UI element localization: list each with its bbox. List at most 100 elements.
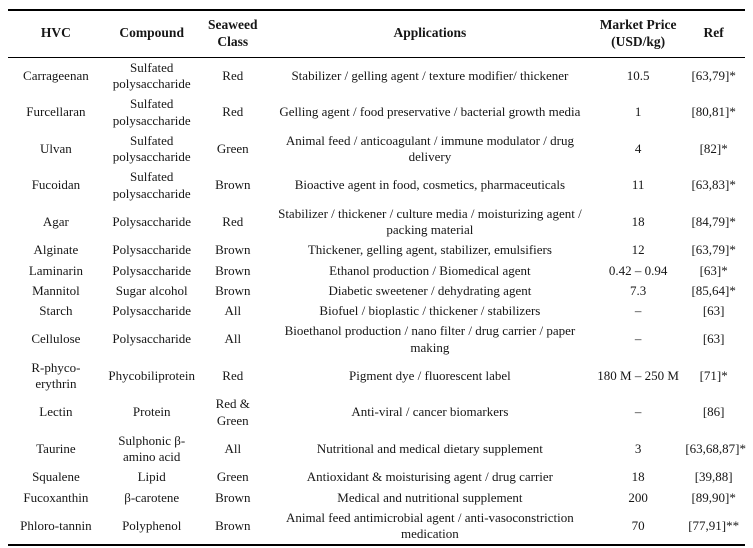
cell-ref: [63]*: [699, 262, 728, 278]
cell-price: 70: [631, 517, 645, 533]
cell-hvc: Ulvan: [40, 140, 72, 156]
cell-applications: Nutritional and medical dietary suppleme…: [316, 440, 543, 456]
col-header-seaweed-class: Seaweed Class: [199, 10, 266, 58]
table-row: Cellulose Polysaccharide All Bioethanol …: [8, 321, 745, 358]
cell-seaweed-class: Green: [216, 469, 249, 485]
table-row: Laminarin Polysaccharide Brown Ethanol p…: [8, 261, 745, 281]
cell-price: 0.42 – 0.94: [608, 262, 668, 278]
cell-hvc: Fucoxanthin: [23, 489, 89, 505]
cell-applications: Animal feed / anticoagulant / immune mod…: [285, 132, 574, 164]
cell-compound: Protein: [132, 404, 171, 420]
cell-ref: [86]: [702, 404, 725, 420]
cell-compound: β-carotene: [124, 489, 180, 505]
cell-applications: Bioactive agent in food, cosmetics, phar…: [294, 177, 566, 193]
table-body: Carrageenan Sulfated polysaccharide Red …: [8, 57, 746, 546]
table-header: HVC Compound Seaweed Class Applications …: [8, 10, 745, 58]
cell-price: 11: [631, 177, 645, 193]
cell-hvc: Laminarin: [28, 262, 83, 278]
cell-applications: Pigment dye / fluorescent label: [349, 367, 511, 383]
col-header-applications: Applications: [265, 10, 594, 58]
col-header-hvc: HVC: [8, 10, 104, 58]
table-row: Carrageenan Sulfated polysaccharide Red …: [8, 57, 745, 94]
cell-seaweed-class: Red: [222, 213, 244, 229]
cell-seaweed-class: Green: [216, 140, 249, 156]
cell-hvc: Taurine: [36, 440, 76, 456]
cell-hvc: Lectin: [39, 404, 73, 420]
cell-ref: [71]*: [699, 367, 728, 383]
cell-applications: Medical and nutritional supplement: [337, 489, 523, 505]
cell-compound: Sulfated polysaccharide: [112, 132, 191, 164]
col-header-ref: Ref: [682, 10, 745, 58]
cell-ref: [85,64]*: [691, 282, 736, 298]
cell-seaweed-class: All: [224, 331, 242, 347]
table-row: Agar Polysaccharide Red Stabilizer / thi…: [8, 204, 745, 241]
table-row: Taurine Sulphonic β-amino acid All Nutri…: [8, 431, 746, 468]
table-row: Ulvan Sulfated polysaccharide Green Anim…: [8, 131, 745, 168]
cell-price: –: [634, 303, 642, 318]
table-row: Phloro-tannin Polyphenol Brown Animal fe…: [8, 508, 745, 546]
table-row: Fucoxanthin β-carotene Brown Medical and…: [8, 488, 745, 508]
cell-seaweed-class: Brown: [215, 262, 251, 278]
cell-applications: Thickener, gelling agent, stabilizer, em…: [307, 242, 552, 258]
cell-compound: Polysaccharide: [112, 331, 192, 347]
cell-compound: Sulphonic β-amino acid: [118, 432, 186, 464]
cell-price: 18: [631, 213, 645, 229]
table-row: Alginate Polysaccharide Brown Thickener,…: [8, 240, 745, 260]
table-header-row: HVC Compound Seaweed Class Applications …: [8, 10, 745, 58]
cell-applications: Stabilizer / thickener / culture media /…: [278, 205, 582, 237]
cell-ref: [63]: [702, 303, 725, 318]
table-row: Mannitol Sugar alcohol Brown Diabetic sw…: [8, 281, 745, 301]
cell-price: 180 M – 250 M: [597, 367, 679, 383]
table-row: Lectin Protein Red & Green Anti-viral / …: [8, 394, 745, 431]
cell-price: 10.5: [626, 67, 650, 83]
cell-price: –: [634, 331, 642, 347]
cell-seaweed-class: Brown: [215, 489, 251, 505]
cell-applications: Ethanol production / Biomedical agent: [329, 262, 531, 278]
table-row: Furcellaran Sulfated polysaccharide Red …: [8, 94, 745, 131]
cell-ref: [80,81]*: [691, 104, 736, 120]
cell-ref: [89,90]*: [691, 489, 736, 505]
cell-compound: Polysaccharide: [112, 303, 192, 318]
cell-hvc: Agar: [42, 213, 69, 229]
cell-seaweed-class: Brown: [215, 242, 251, 258]
cell-compound: Sulfated polysaccharide: [112, 169, 191, 201]
cell-price: –: [634, 404, 642, 420]
cell-ref: [82]*: [699, 140, 728, 156]
table-row: Fucoidan Sulfated polysaccharide Brown B…: [8, 167, 745, 204]
cell-applications: Stabilizer / gelling agent / texture mod…: [291, 67, 569, 83]
cell-applications: Animal feed antimicrobial agent / anti-v…: [286, 509, 574, 541]
cell-ref: [63,79]*: [691, 67, 736, 83]
cell-seaweed-class: Red: [222, 104, 244, 120]
cell-seaweed-class: Red: [222, 367, 244, 383]
hvc-market-table: HVC Compound Seaweed Class Applications …: [8, 9, 746, 547]
cell-compound: Sugar alcohol: [115, 282, 188, 298]
cell-hvc: Alginate: [33, 242, 79, 258]
cell-hvc: Mannitol: [32, 282, 80, 298]
table-row: R-phyco-erythrin Phycobiliprotein Red Pi…: [8, 358, 745, 395]
cell-hvc: Starch: [39, 303, 73, 318]
table-row: Starch Polysaccharide All Biofuel / biop…: [8, 301, 745, 321]
cell-applications: Diabetic sweetener / dehydrating agent: [328, 282, 532, 298]
cell-hvc: Carrageenan: [23, 67, 89, 83]
cell-hvc: Cellulose: [31, 331, 81, 347]
cell-price: 200: [628, 489, 648, 505]
cell-seaweed-class: Brown: [215, 177, 251, 193]
cell-ref: [63]: [702, 331, 725, 347]
cell-price: 4: [634, 140, 642, 156]
cell-compound: Sulfated polysaccharide: [112, 59, 191, 91]
cell-applications: Bioethanol production / nano filter / dr…: [284, 323, 576, 355]
cell-compound: Phycobiliprotein: [108, 367, 196, 383]
cell-seaweed-class: Brown: [215, 282, 251, 298]
cell-hvc: R-phyco-erythrin: [31, 359, 81, 391]
cell-ref: [63,83]*: [691, 177, 736, 193]
cell-compound: Lipid: [137, 469, 166, 485]
cell-ref: [63,79]*: [691, 242, 736, 258]
cell-applications: Gelling agent / food preservative / bact…: [279, 104, 581, 120]
cell-ref: [77,91]**: [688, 517, 740, 533]
cell-price: 18: [631, 469, 645, 485]
table-row: Squalene Lipid Green Antioxidant & moist…: [8, 467, 745, 487]
cell-hvc: Phloro-tannin: [20, 517, 92, 533]
cell-price: 1: [634, 104, 642, 120]
cell-hvc: Fucoidan: [31, 177, 81, 193]
cell-ref: [39,88]: [694, 469, 733, 485]
